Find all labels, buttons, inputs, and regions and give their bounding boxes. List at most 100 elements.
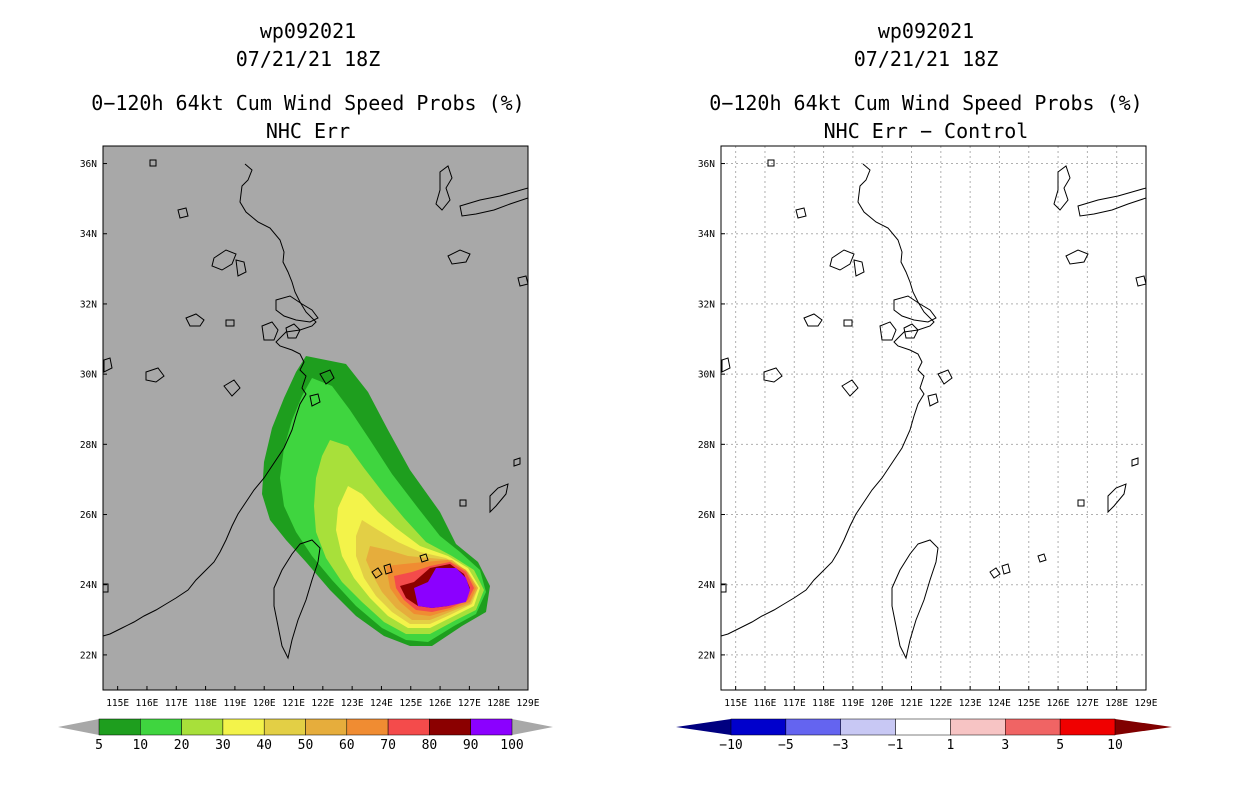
lon-label: 118E: [194, 698, 217, 709]
colorbar-box: [1059, 718, 1116, 736]
lon-label: 124E: [988, 698, 1011, 709]
lat-label: 30N: [80, 370, 97, 381]
colorbar-box: [346, 718, 389, 736]
colorbar-box: [305, 718, 348, 736]
colorbar-box: [1005, 718, 1061, 736]
lat-label: 34N: [80, 229, 97, 240]
lat-label: 22N: [80, 650, 97, 661]
left-panel: wp092021 07/21/21 18Z 0−120h 64kt Cum Wi…: [58, 19, 553, 753]
right-colorbar-over-arrow: [1115, 719, 1172, 735]
contour-90: [414, 568, 470, 608]
lon-label: 121E: [282, 698, 305, 709]
colorbar-label: −10: [719, 738, 742, 753]
colorbar-label: 100: [500, 738, 523, 753]
lon-label: 115E: [724, 698, 747, 709]
right-storm-id: wp092021: [878, 19, 974, 43]
lat-label: 22N: [698, 650, 715, 661]
right-colorbar: −10 −5 −3 −1 1 3 5 10: [676, 718, 1172, 753]
lon-label: 127E: [458, 698, 481, 709]
lon-label: 129E: [517, 698, 540, 709]
right-map-background: [721, 146, 1146, 690]
lon-label: 123E: [341, 698, 364, 709]
colorbar-label: 50: [298, 738, 314, 753]
colorbar-box: [263, 718, 306, 736]
lat-label: 28N: [80, 440, 97, 451]
colorbar-label: 20: [174, 738, 190, 753]
lat-label: 24N: [80, 580, 97, 591]
right-datetime: 07/21/21 18Z: [854, 47, 999, 71]
probability-contours: [262, 356, 490, 646]
lat-label: 34N: [698, 229, 715, 240]
lon-label: 126E: [429, 698, 452, 709]
right-product-title: 0−120h 64kt Cum Wind Speed Probs (%): [709, 91, 1142, 115]
right-map-frame: [720, 145, 1147, 691]
left-colorbar-under-arrow: [58, 719, 99, 735]
lon-label: 128E: [1105, 698, 1128, 709]
colorbar-label: 10: [132, 738, 148, 753]
lon-label: 117E: [783, 698, 806, 709]
lon-label: 120E: [253, 698, 276, 709]
lon-label: 122E: [929, 698, 952, 709]
lon-label: 115E: [106, 698, 129, 709]
colorbar-box: [98, 718, 141, 736]
colorbar-label: 60: [339, 738, 355, 753]
lon-label: 124E: [370, 698, 393, 709]
colorbar-box: [840, 718, 896, 736]
lon-label: 127E: [1076, 698, 1099, 709]
left-lat-axis: 36N 34N 32N 30N 28N 26N 24N 22N: [80, 159, 107, 661]
right-gridlines: [721, 146, 1146, 690]
colorbar-box: [950, 718, 1006, 736]
colorbar-label: 90: [463, 738, 479, 753]
lon-label: 117E: [165, 698, 188, 709]
colorbar-label: 5: [95, 738, 103, 753]
lon-label: 120E: [871, 698, 894, 709]
colorbar-label: 40: [256, 738, 272, 753]
colorbar-label: 70: [380, 738, 396, 753]
colorbar-label: 80: [422, 738, 438, 753]
colorbar-label: −1: [888, 738, 904, 753]
colorbar-label: −5: [778, 738, 794, 753]
lat-label: 36N: [80, 159, 97, 170]
lat-label: 30N: [698, 370, 715, 381]
lat-label: 32N: [698, 299, 715, 310]
colorbar-box: [222, 718, 265, 736]
left-datetime: 07/21/21 18Z: [236, 47, 381, 71]
lon-label: 129E: [1135, 698, 1158, 709]
colorbar-label: 30: [215, 738, 231, 753]
colorbar-box: [140, 718, 182, 736]
lon-label: 116E: [754, 698, 777, 709]
colorbar-box: [895, 718, 951, 736]
left-lon-axis: 115E 116E 117E 118E 119E 120E 121E 122E 123E 124E…: [106, 686, 540, 709]
colorbar-label: −3: [833, 738, 849, 753]
colorbar-label: 5: [1056, 738, 1064, 753]
lon-label: 121E: [900, 698, 923, 709]
left-subtitle: NHC Err: [266, 119, 350, 143]
lon-label: 125E: [399, 698, 422, 709]
colorbar-box: [181, 718, 224, 736]
right-panel: wp092021 07/21/21 18Z 0−120h 64kt Cum Wi…: [676, 19, 1172, 753]
right-lon-axis: 115E 116E 117E 118E 119E 120E 121E 122E 123E 124E…: [724, 686, 1158, 709]
right-lat-axis: 36N 34N 32N 30N 28N 26N 24N 22N: [698, 159, 725, 661]
left-colorbar: 5 10 20 30 40 50 60 70 80 90 100: [58, 718, 553, 753]
right-colorbar-under-arrow: [676, 719, 731, 735]
lon-label: 119E: [841, 698, 864, 709]
colorbar-box: [387, 718, 430, 736]
colorbar-box: [429, 718, 471, 736]
lon-label: 119E: [223, 698, 246, 709]
lat-label: 32N: [80, 299, 97, 310]
colorbar-box: [730, 718, 787, 736]
left-product-title: 0−120h 64kt Cum Wind Speed Probs (%): [91, 91, 524, 115]
lon-label: 118E: [812, 698, 835, 709]
colorbar-label: 3: [1001, 738, 1009, 753]
lat-label: 26N: [80, 510, 97, 521]
lon-label: 116E: [136, 698, 159, 709]
lon-label: 122E: [311, 698, 334, 709]
lat-label: 36N: [698, 159, 715, 170]
left-map-frame: [102, 145, 529, 691]
colorbar-label: 1: [947, 738, 955, 753]
lon-label: 126E: [1047, 698, 1070, 709]
left-colorbar-over-arrow: [512, 719, 553, 735]
right-subtitle: NHC Err − Control: [824, 119, 1029, 143]
lat-label: 26N: [698, 510, 715, 521]
